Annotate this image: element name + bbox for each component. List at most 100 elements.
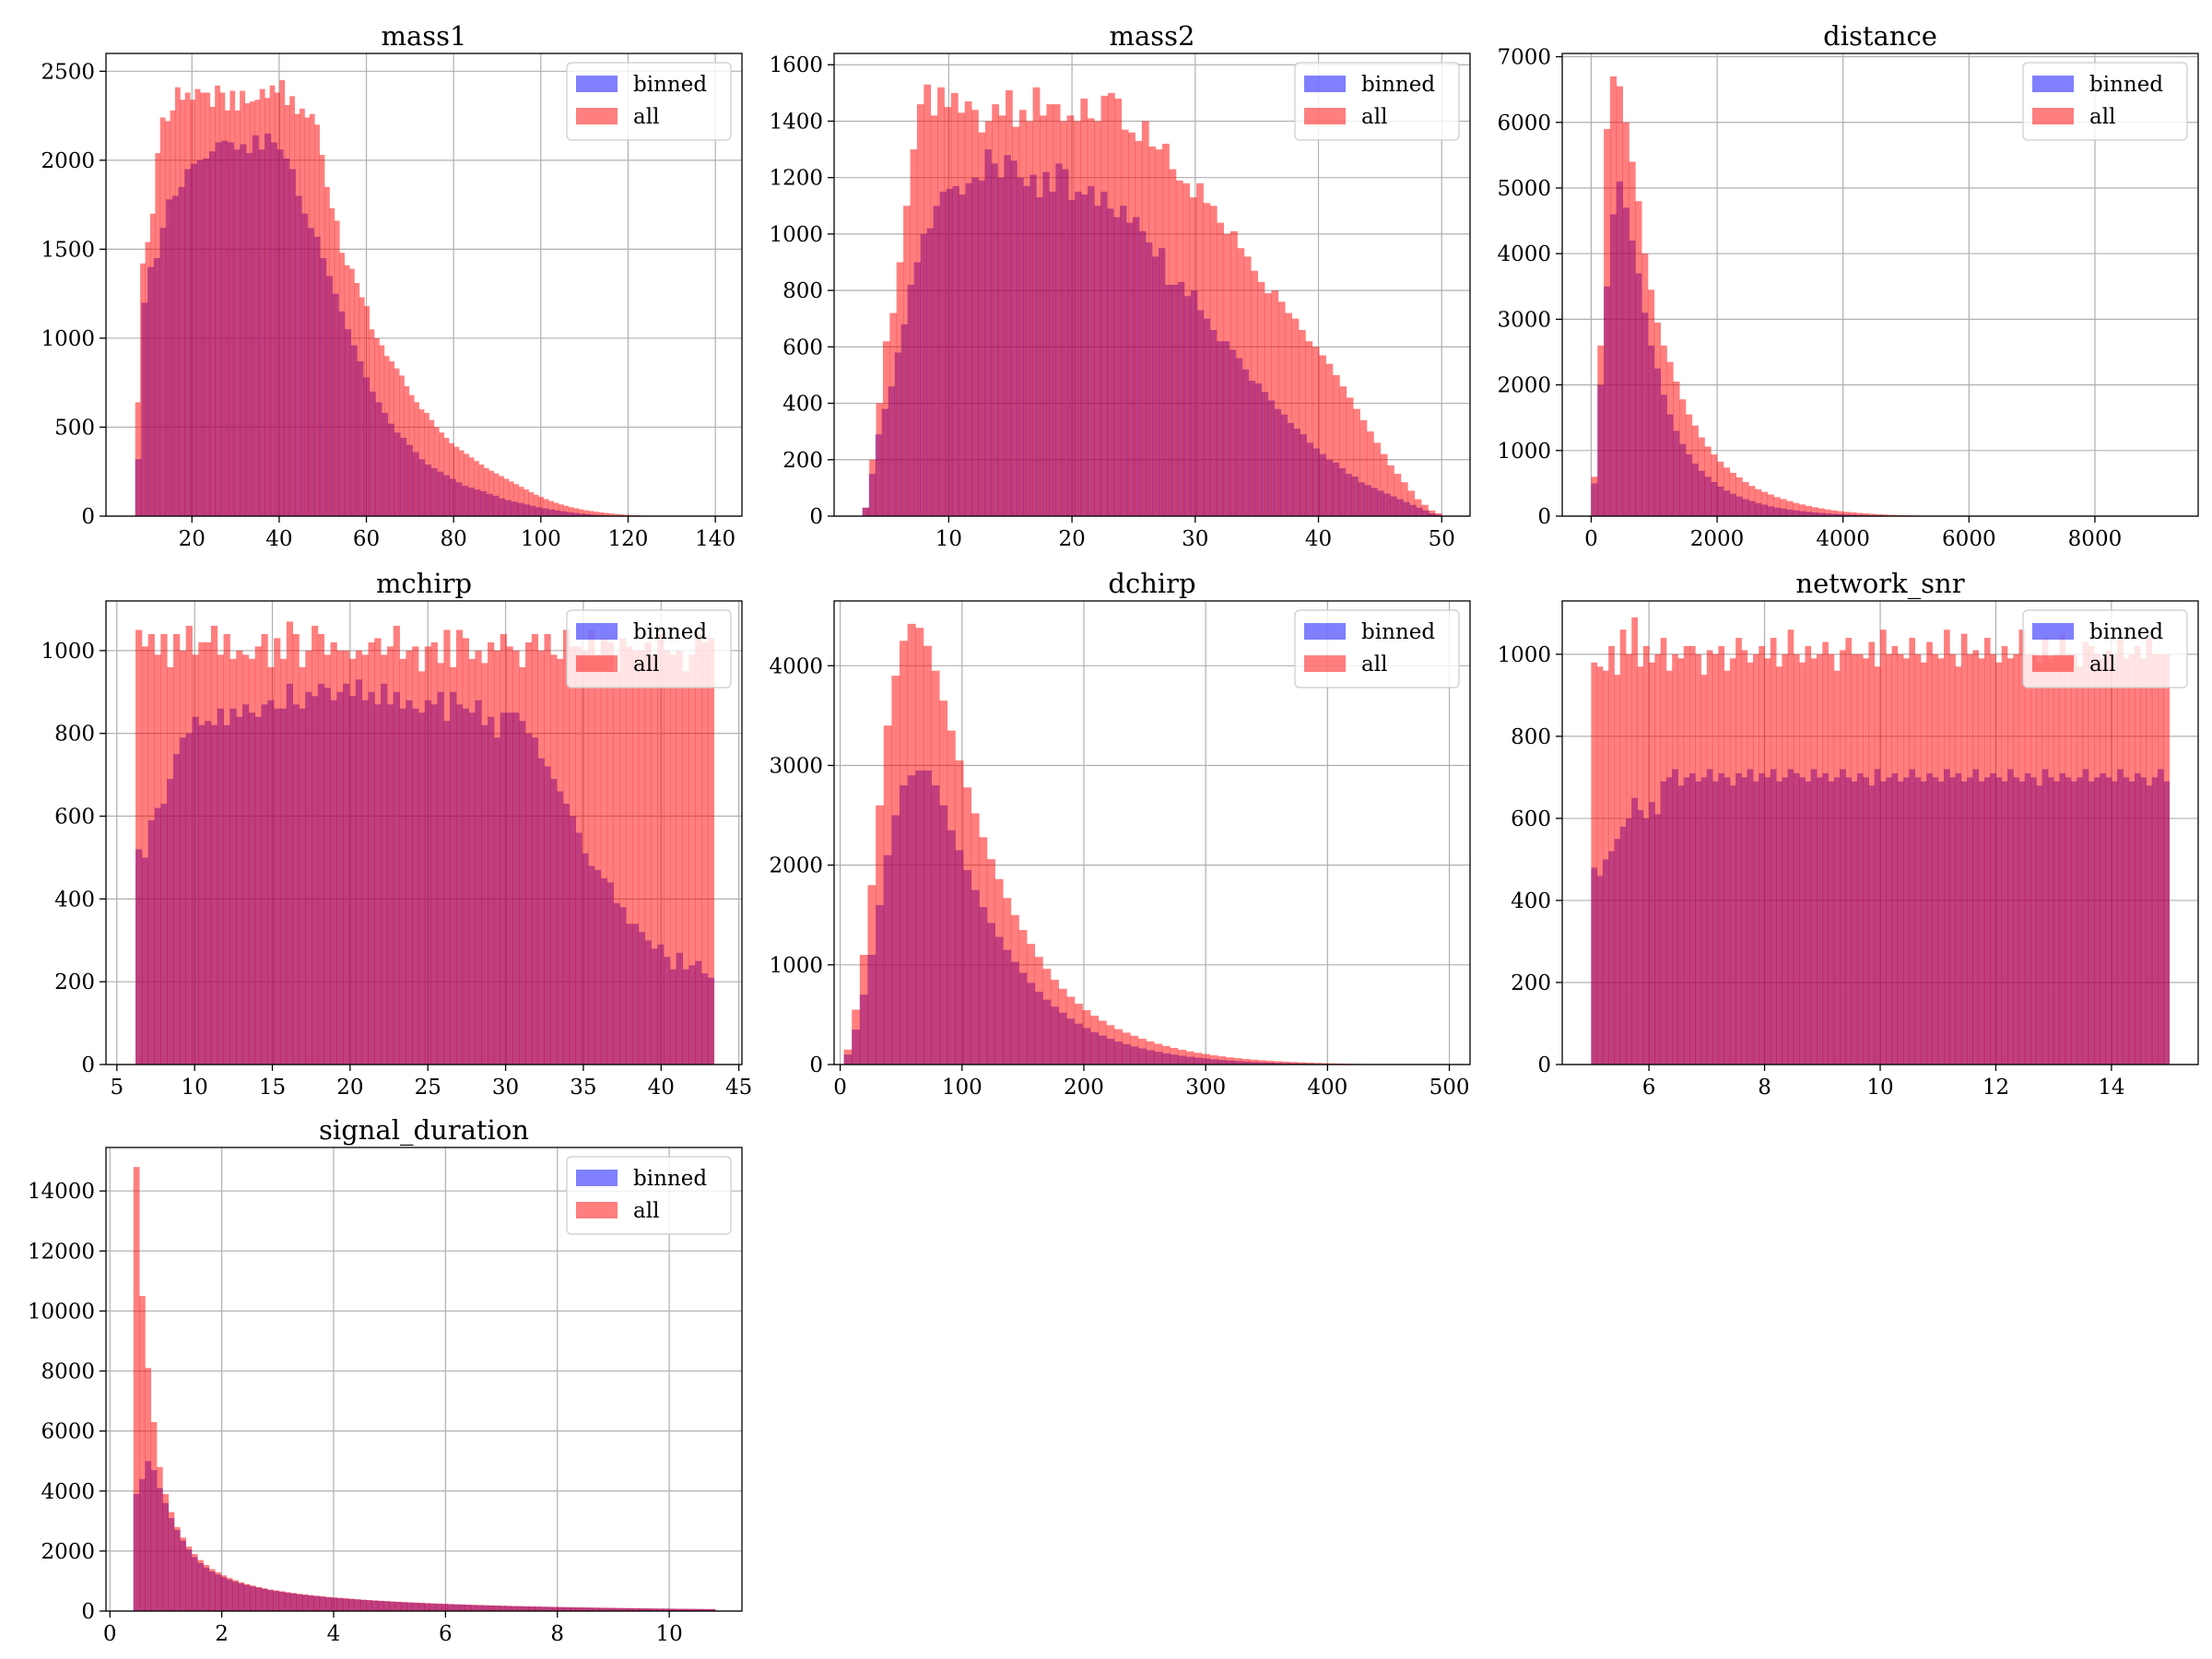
bar-all [439, 432, 445, 516]
bar-all [1856, 653, 1864, 1065]
bar-all [1387, 465, 1394, 516]
bar-all [1770, 638, 1777, 1065]
bar-all [1972, 650, 1980, 1065]
bar-all [575, 1606, 582, 1611]
bar-all [540, 1606, 547, 1611]
bar-all [600, 638, 608, 1065]
bar-all [394, 1601, 402, 1611]
bar-all [633, 1607, 641, 1611]
bar-all [1868, 641, 1876, 1065]
bar-all [907, 623, 916, 1065]
bar-all [309, 113, 315, 517]
legend-label-binned: binned [633, 73, 707, 97]
y-tick-label: 600 [1511, 807, 1551, 831]
bar-all [1128, 132, 1135, 516]
bar-all [2140, 658, 2147, 1065]
bar-all [964, 101, 972, 516]
x-tick-label: 20 [336, 1076, 363, 1100]
y-tick-label: 0 [809, 505, 823, 529]
bar-all [1747, 662, 1754, 1065]
y-tick-label: 2000 [41, 149, 95, 173]
bar-all [1291, 318, 1300, 516]
bar-all [628, 1607, 634, 1611]
bar-all [915, 628, 924, 1065]
bar-all [621, 1607, 629, 1611]
bar-all [1154, 1043, 1163, 1065]
bar-all [869, 459, 877, 516]
bar-all [348, 1598, 355, 1611]
bar-all [319, 1596, 326, 1611]
bar-all [359, 297, 365, 516]
bar-all [205, 92, 211, 516]
legend-label-all: all [633, 1199, 659, 1223]
bar-all [651, 1608, 658, 1611]
bar-all [1194, 1053, 1203, 1065]
subplot-network-snr: 6 8 10 12 14 0 200 400 600 800 1000 network_snrbinn… [1497, 568, 2199, 1100]
bar-all [558, 504, 564, 516]
legend: binned all [2022, 609, 2188, 688]
bar-all [2158, 653, 2164, 1065]
bar-all [1305, 341, 1313, 516]
y-tick-label: 6000 [1497, 112, 1551, 135]
bar-all [939, 700, 948, 1065]
bar-all [429, 419, 435, 516]
bar-all [1641, 253, 1649, 516]
bar-all [1780, 499, 1787, 516]
y-tick-label: 600 [782, 335, 823, 359]
bar-all [682, 671, 689, 1065]
bar-all [500, 1606, 507, 1611]
bar-all [1209, 1054, 1218, 1065]
bar-all [903, 206, 911, 517]
bar-all [399, 658, 406, 1065]
bar-all [229, 90, 236, 517]
legend: binned all [566, 62, 732, 141]
bar-all [1629, 161, 1636, 516]
bar-all [1271, 290, 1279, 516]
x-tick-label: 30 [1182, 527, 1208, 551]
bar-all [1955, 666, 1962, 1065]
bar-all [1805, 505, 1812, 516]
bar-all [135, 629, 143, 1065]
bars-all [862, 84, 1442, 517]
bar-all [488, 470, 495, 516]
bar-all [2094, 653, 2100, 1065]
bar-all [249, 101, 255, 516]
bar-all [518, 487, 524, 516]
bar-all [299, 666, 306, 1065]
bar-all [1265, 1060, 1274, 1065]
x-tick-label: 12 [1983, 1076, 2009, 1100]
bar-all [843, 1049, 853, 1065]
y-tick-label: 0 [81, 1600, 95, 1624]
bar-all [167, 666, 174, 1065]
bar-all [1602, 670, 1609, 1065]
bar-all [1748, 486, 1756, 516]
bar-all [1833, 670, 1841, 1065]
x-tick-label: 4000 [1816, 527, 1870, 551]
y-tick-label: 400 [782, 393, 823, 417]
y-tick-label: 10000 [28, 1300, 95, 1324]
bar-all [1203, 203, 1211, 517]
bar-all [301, 1594, 309, 1611]
bar-all [493, 650, 501, 1065]
bar-all [1003, 898, 1012, 1065]
bar-all [1619, 629, 1627, 1065]
bar-all [546, 1606, 553, 1611]
bar-all [371, 1600, 379, 1611]
bar-all [607, 513, 614, 516]
bar-all [1332, 374, 1340, 516]
bar-all [524, 489, 529, 516]
bar-all [155, 153, 161, 516]
bar-all [1130, 1035, 1139, 1065]
bar-all [862, 507, 870, 516]
bar-all [468, 658, 476, 1065]
bar-all [493, 473, 500, 516]
x-tick-label: 0 [1584, 527, 1598, 551]
y-tick-label: 1000 [1497, 440, 1551, 464]
bar-all [1359, 419, 1368, 516]
legend-label-binned: binned [633, 620, 707, 644]
bar-all [1920, 662, 1927, 1065]
bar-all [558, 1606, 565, 1611]
bar-all [1614, 675, 1621, 1065]
bar-all [606, 641, 614, 1065]
bar-all [2071, 653, 2077, 1065]
